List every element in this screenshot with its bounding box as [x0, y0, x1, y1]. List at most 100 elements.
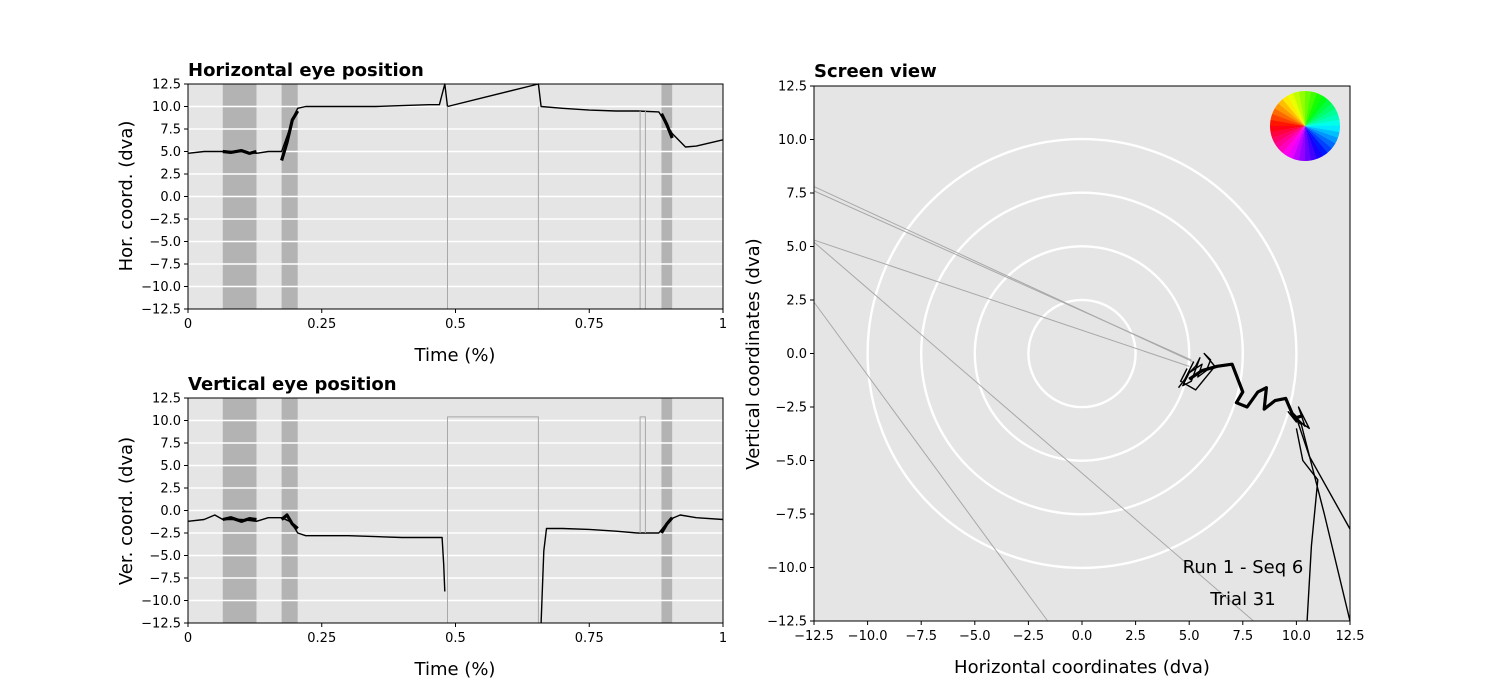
gray-ray	[813, 239, 1190, 367]
gray-ray	[813, 190, 1192, 361]
color-wheel-segment	[1278, 126, 1305, 154]
color-wheel-segment	[1305, 91, 1317, 126]
y-tick-label: 12.5	[152, 78, 181, 93]
y-tick-label: 10.0	[778, 133, 807, 148]
y-tick-label: −2.5	[149, 527, 181, 542]
y-axis-label: Hor. coord. (dva)	[116, 121, 137, 272]
x-tick-label: 0.75	[575, 631, 604, 646]
y-tick-label: 2.5	[160, 482, 181, 497]
eccentricity-circle	[866, 137, 1298, 570]
x-tick-label: −5.0	[959, 629, 991, 644]
y-tick-label: −12.5	[141, 303, 181, 318]
y-tick-label: −10.0	[141, 594, 181, 609]
color-wheel-segment	[1270, 114, 1305, 126]
x-tick-label: 0.5	[445, 631, 466, 646]
series-line	[222, 149, 257, 155]
y-tick-label: −5.0	[149, 549, 181, 564]
series-line	[222, 516, 257, 523]
chart-title: Vertical eye position	[188, 374, 397, 395]
y-tick-label: −12.5	[767, 615, 807, 630]
horizontal-eye-position-panel: −12.5 −10.0 −7.5 −5.0 −2.5 0.0 2.5 5.0 7.5 10.0 12…	[116, 60, 727, 366]
y-tick-label: 0.0	[786, 347, 807, 362]
eccentricity-circle	[920, 191, 1245, 516]
color-wheel-segment	[1293, 126, 1305, 161]
y-tick-label: 10.0	[152, 100, 181, 115]
screen-view-panel: −12.5 −10.0 −7.5 −5.0 −2.5 0.0 2.5 5.0 7.5 10.0 12…	[743, 61, 1364, 678]
color-wheel-segment	[1282, 126, 1305, 157]
color-wheel-segment	[1272, 126, 1305, 144]
series-line	[280, 110, 300, 161]
color-wheel-segment	[1305, 126, 1340, 138]
series-line	[447, 416, 539, 623]
color-wheel-segment	[1305, 126, 1323, 159]
eccentricity-circle	[1027, 298, 1137, 409]
y-tick-label: 5.0	[160, 459, 181, 474]
y-tick-label: −5.0	[775, 454, 807, 469]
chart-title: Horizontal eye position	[188, 60, 424, 81]
gaze-trace	[1300, 421, 1351, 622]
color-wheel-segment	[1305, 98, 1332, 126]
gaze-traces	[1177, 352, 1351, 622]
series-line	[639, 416, 646, 533]
y-tick-label: 5.0	[786, 240, 807, 255]
color-wheel-segment	[1287, 93, 1305, 126]
color-wheel-segment	[1298, 126, 1306, 162]
color-wheel-segment	[1274, 103, 1305, 126]
run-sequence-annotation: Run 1 - Seq 6	[1183, 557, 1304, 578]
x-ticks: −12.5 −10.0 −7.5 −5.0 −2.5 0.0 2.5 5.0 7.5 10.0 12…	[794, 621, 1364, 644]
y-tick-label: 0.0	[160, 190, 181, 205]
x-tick-label: 0.25	[307, 631, 336, 646]
x-tick-label: 0.0	[1072, 629, 1093, 644]
data-series	[187, 416, 724, 624]
color-wheel-segment	[1271, 108, 1305, 126]
y-tick-label: −10.0	[767, 561, 807, 576]
series-line	[540, 514, 724, 624]
eccentricity-circle	[973, 245, 1191, 462]
x-tick-label: 5.0	[1179, 629, 1200, 644]
x-tick-label: 2.5	[1125, 629, 1146, 644]
y-tick-label: 2.5	[786, 294, 807, 309]
x-axis-label: Time (%)	[414, 659, 496, 680]
color-wheel-segment	[1292, 91, 1305, 126]
series-line	[187, 83, 724, 155]
color-wheel-segment	[1304, 90, 1312, 126]
y-ticks: −12.5 −10.0 −7.5 −5.0 −2.5 0.0 2.5 5.0 7.5 10.0 12…	[767, 80, 814, 630]
y-ticks: −12.5 −10.0 −7.5 −5.0 −2.5 0.0 2.5 5.0 7.5 10.0 12…	[141, 78, 188, 318]
vertical-eye-position-panel: −12.5 −10.0 −7.5 −5.0 −2.5 0.0 2.5 5.0 7.5 10.0 12…	[116, 374, 727, 680]
x-tick-label: 10.0	[1282, 629, 1311, 644]
gaze-trace	[1295, 428, 1319, 622]
y-tick-label: −7.5	[149, 258, 181, 273]
y-tick-label: 10.0	[152, 414, 181, 429]
y-axis-label: Ver. coord. (dva)	[116, 437, 137, 585]
x-tick-label: 7.5	[1232, 629, 1253, 644]
color-wheel-segment	[1305, 126, 1328, 157]
y-tick-label: −5.0	[149, 235, 181, 250]
y-tick-label: 7.5	[160, 437, 181, 452]
chart-title: Screen view	[814, 61, 937, 82]
color-wheel-segment	[1305, 126, 1318, 161]
x-axis-label: Horizontal coordinates (dva)	[954, 657, 1210, 678]
color-wheel-segment	[1270, 126, 1305, 139]
color-wheel-segment	[1277, 99, 1305, 126]
y-tick-label: 7.5	[786, 187, 807, 202]
y-tick-label: 0.0	[160, 504, 181, 519]
x-ticks: 0 0.25 0.5 0.75 1	[184, 309, 727, 332]
gray-ray	[813, 241, 1254, 622]
y-tick-label: −12.5	[141, 617, 181, 632]
y-tick-label: −2.5	[149, 213, 181, 228]
x-ticks: 0 0.25 0.5 0.75 1	[184, 623, 727, 646]
x-tick-label: 0.75	[575, 317, 604, 332]
series-line	[280, 513, 299, 530]
y-tick-label: −2.5	[775, 401, 807, 416]
y-tick-label: −10.0	[141, 280, 181, 295]
color-wheel-segment	[1305, 125, 1341, 133]
x-tick-label: 0.25	[307, 317, 336, 332]
y-tick-label: 12.5	[778, 80, 807, 95]
y-ticks: −12.5 −10.0 −7.5 −5.0 −2.5 0.0 2.5 5.0 7.5 10.0 12…	[141, 392, 188, 632]
plot-area	[814, 86, 1350, 621]
color-wheel-segment	[1305, 92, 1323, 126]
y-tick-label: 5.0	[160, 145, 181, 160]
color-wheel-segment	[1305, 126, 1333, 153]
x-axis-label: Time (%)	[414, 345, 496, 366]
